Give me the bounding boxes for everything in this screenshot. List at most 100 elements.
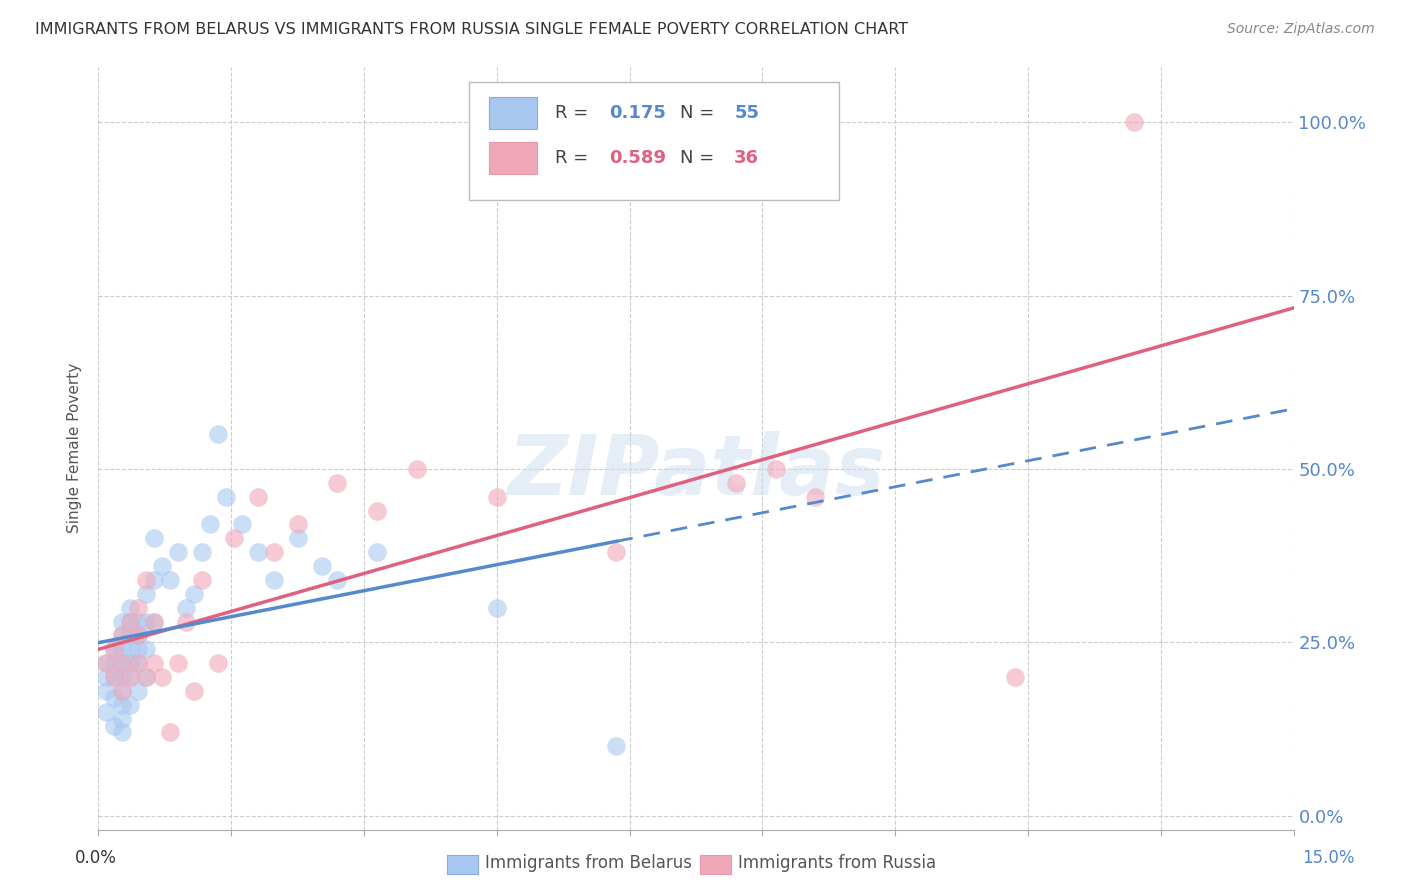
Point [191, 573, 214, 587]
Point [326, 573, 349, 587]
Point [103, 642, 125, 657]
Point [127, 656, 149, 670]
Point [174, 600, 197, 615]
Point [127, 628, 149, 642]
Point [1004, 670, 1026, 684]
Point [111, 684, 134, 698]
Text: ZIPatlas: ZIPatlas [508, 431, 884, 512]
Point [287, 532, 309, 546]
Point [150, 670, 173, 684]
Point [111, 725, 134, 739]
Point [366, 545, 388, 559]
Point [135, 587, 157, 601]
Point [724, 475, 747, 490]
Y-axis label: Single Female Poverty: Single Female Poverty [67, 363, 83, 533]
Point [111, 670, 134, 684]
Text: 36: 36 [734, 150, 759, 168]
FancyBboxPatch shape [489, 96, 537, 128]
Point [143, 656, 166, 670]
Point [326, 475, 349, 490]
Point [263, 545, 285, 559]
Point [111, 656, 134, 670]
Point [246, 490, 269, 504]
Point [167, 656, 190, 670]
Point [485, 490, 508, 504]
Text: R =: R = [555, 103, 593, 121]
Point [159, 725, 181, 739]
Point [103, 656, 125, 670]
Point [765, 462, 787, 476]
Point [198, 517, 221, 532]
Point [143, 532, 166, 546]
Point [143, 615, 166, 629]
Point [96, 670, 118, 684]
Point [111, 628, 134, 642]
Point [127, 600, 149, 615]
Point [111, 628, 134, 642]
Point [103, 690, 125, 705]
Point [120, 642, 142, 657]
Point [120, 615, 142, 629]
Point [111, 684, 134, 698]
Point [120, 670, 142, 684]
Point [159, 573, 181, 587]
Text: Source: ZipAtlas.com: Source: ZipAtlas.com [1227, 22, 1375, 37]
Text: N =: N = [681, 103, 720, 121]
Point [120, 600, 142, 615]
Point [96, 656, 118, 670]
Text: IMMIGRANTS FROM BELARUS VS IMMIGRANTS FROM RUSSIA SINGLE FEMALE POVERTY CORRELAT: IMMIGRANTS FROM BELARUS VS IMMIGRANTS FR… [35, 22, 908, 37]
Point [96, 684, 118, 698]
Point [605, 545, 627, 559]
Point [96, 705, 118, 719]
Point [215, 490, 238, 504]
Point [207, 427, 229, 442]
Text: Immigrants from Russia: Immigrants from Russia [738, 855, 936, 872]
Point [120, 628, 142, 642]
Point [287, 517, 309, 532]
Point [120, 698, 142, 712]
Point [111, 698, 134, 712]
Text: 0.0%: 0.0% [75, 849, 117, 867]
Text: 55: 55 [734, 103, 759, 121]
Point [120, 656, 142, 670]
Point [120, 615, 142, 629]
Point [135, 670, 157, 684]
Point [103, 642, 125, 657]
Point [111, 712, 134, 726]
Point [111, 642, 134, 657]
Point [406, 462, 429, 476]
Point [485, 600, 508, 615]
Text: 0.589: 0.589 [609, 150, 665, 168]
Point [103, 670, 125, 684]
Point [120, 670, 142, 684]
Point [183, 587, 205, 601]
Point [167, 545, 190, 559]
Point [311, 559, 333, 574]
Point [143, 573, 166, 587]
Text: N =: N = [681, 150, 720, 168]
Point [135, 615, 157, 629]
Point [143, 615, 166, 629]
FancyBboxPatch shape [470, 82, 839, 201]
Point [127, 628, 149, 642]
Point [263, 573, 285, 587]
Text: R =: R = [555, 150, 593, 168]
Point [135, 573, 157, 587]
Point [174, 615, 197, 629]
Point [135, 670, 157, 684]
Point [231, 517, 253, 532]
Point [127, 684, 149, 698]
Point [127, 642, 149, 657]
Point [103, 670, 125, 684]
Point [135, 642, 157, 657]
Point [183, 684, 205, 698]
Point [605, 739, 627, 754]
Point [111, 615, 134, 629]
Point [127, 615, 149, 629]
Point [804, 490, 827, 504]
Text: 15.0%: 15.0% [1302, 849, 1355, 867]
Point [111, 656, 134, 670]
Point [127, 656, 149, 670]
Text: Immigrants from Belarus: Immigrants from Belarus [485, 855, 692, 872]
Point [222, 532, 245, 546]
